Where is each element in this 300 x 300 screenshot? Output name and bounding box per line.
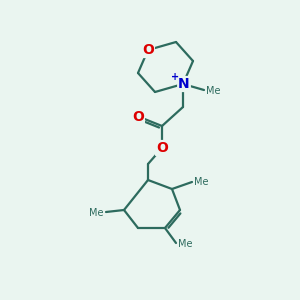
- Text: O: O: [142, 43, 154, 57]
- Text: +: +: [171, 72, 179, 82]
- Text: O: O: [132, 110, 144, 124]
- Text: O: O: [156, 141, 168, 155]
- Text: Me: Me: [194, 177, 208, 187]
- Text: Me: Me: [206, 86, 220, 96]
- Text: N: N: [178, 77, 190, 91]
- Text: Me: Me: [178, 239, 193, 249]
- Text: Me: Me: [89, 208, 104, 218]
